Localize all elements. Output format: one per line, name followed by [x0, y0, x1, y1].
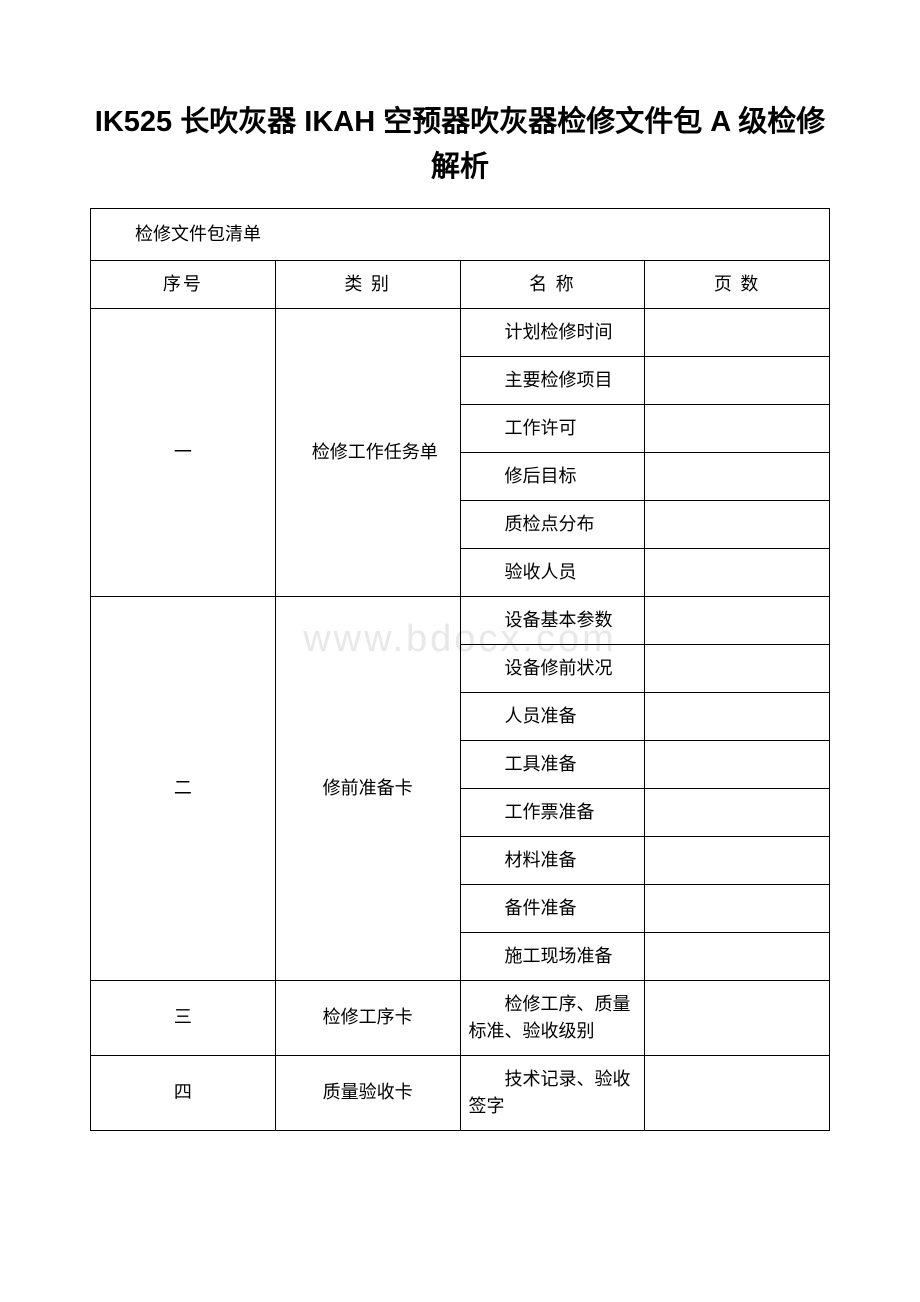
page-cell	[645, 1055, 830, 1130]
table-title-row: 检修文件包清单	[91, 208, 830, 260]
page-cell	[645, 452, 830, 500]
page-cell	[645, 788, 830, 836]
header-pages: 页 数	[645, 260, 830, 308]
category-cell: 检修工作任务单	[275, 308, 460, 596]
name-cell: 主要检修项目	[460, 356, 645, 404]
name-cell: 技术记录、验收签字	[460, 1055, 645, 1130]
name-cell: 备件准备	[460, 884, 645, 932]
table-row: 三 检修工序卡 检修工序、质量标准、验收级别	[91, 980, 830, 1055]
name-cell: 人员准备	[460, 692, 645, 740]
list-title-cell: 检修文件包清单	[91, 208, 830, 260]
page-cell	[645, 548, 830, 596]
name-cell: 检修工序、质量标准、验收级别	[460, 980, 645, 1055]
name-cell: 验收人员	[460, 548, 645, 596]
page-cell	[645, 596, 830, 644]
contents-table: 检修文件包清单 序号 类 别 名 称 页 数 一 检修工作任务单 计划检修时间 …	[90, 208, 830, 1131]
page-cell	[645, 932, 830, 980]
table-row: 二 修前准备卡 设备基本参数	[91, 596, 830, 644]
page-cell	[645, 308, 830, 356]
name-cell: 工作票准备	[460, 788, 645, 836]
name-cell: 设备基本参数	[460, 596, 645, 644]
name-cell: 修后目标	[460, 452, 645, 500]
seq-cell: 三	[91, 980, 276, 1055]
seq-cell: 二	[91, 596, 276, 980]
name-cell: 施工现场准备	[460, 932, 645, 980]
table-header-row: 序号 类 别 名 称 页 数	[91, 260, 830, 308]
category-cell: 质量验收卡	[275, 1055, 460, 1130]
page-cell	[645, 836, 830, 884]
page-cell	[645, 692, 830, 740]
seq-cell: 一	[91, 308, 276, 596]
name-cell: 设备修前状况	[460, 644, 645, 692]
page-cell	[645, 980, 830, 1055]
page-cell	[645, 500, 830, 548]
seq-cell: 四	[91, 1055, 276, 1130]
name-cell: 材料准备	[460, 836, 645, 884]
page-cell	[645, 740, 830, 788]
header-seq: 序号	[91, 260, 276, 308]
category-cell: 修前准备卡	[275, 596, 460, 980]
header-name: 名 称	[460, 260, 645, 308]
name-cell: 工作许可	[460, 404, 645, 452]
name-cell: 计划检修时间	[460, 308, 645, 356]
page-cell	[645, 356, 830, 404]
table-row: 四 质量验收卡 技术记录、验收签字	[91, 1055, 830, 1130]
page-cell	[645, 644, 830, 692]
document-title: IK525 长吹灰器 IKAH 空预器吹灰器检修文件包 A 级检修解析	[90, 100, 830, 190]
header-category: 类 别	[275, 260, 460, 308]
table-row: 一 检修工作任务单 计划检修时间	[91, 308, 830, 356]
name-cell: 质检点分布	[460, 500, 645, 548]
category-cell: 检修工序卡	[275, 980, 460, 1055]
page-cell	[645, 884, 830, 932]
page-cell	[645, 404, 830, 452]
name-cell: 工具准备	[460, 740, 645, 788]
